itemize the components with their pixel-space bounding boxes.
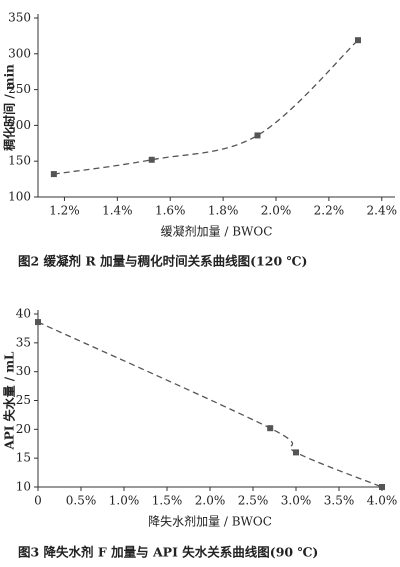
x-tick-label: 3.5% [324,494,355,508]
x-tick-label: 0 [34,494,42,508]
data-point [50,171,57,178]
data-point [254,132,261,139]
x-tick-label: 4.0% [367,494,398,508]
data-point [354,37,361,44]
x-tick-label: 1.2% [49,204,80,218]
y-axis-label: API 失水量 / mL [2,351,17,451]
x-tick-label: 3.0% [281,494,312,508]
x-tick-label: 1.5% [152,494,183,508]
data-point [293,449,299,456]
y-tick-label: 35 [16,335,31,349]
y-tick-label: 15 [16,451,31,465]
y-tick-label: 30 [16,364,31,378]
y-tick-label: 20 [16,422,31,436]
data-point [267,425,274,432]
data-point [148,156,155,163]
data-line [53,39,359,175]
data-line [37,321,383,488]
y-tick-label: 10 [16,480,31,494]
y-tick-label: 350 [8,11,31,25]
x-tick-label: 1.8% [208,204,239,218]
y-tick-label: 150 [8,154,31,168]
y-axis-label: 稠化时间 / min [2,64,17,152]
y-tick-label: 100 [8,190,31,204]
y-tick-label: 40 [16,307,31,321]
x-tick-label: 2.4% [367,204,398,218]
figure-caption: 图3 降失水剂 F 加量与 API 失水关系曲线图(90 ℃) [18,545,318,560]
x-tick-label: 2.2% [314,204,345,218]
x-tick-label: 0.5% [66,494,97,508]
y-tick-label: 25 [16,393,31,407]
x-axis-label: 缓凝剂加量 / BWOC [161,224,273,239]
x-tick-label: 2.0% [261,204,292,218]
figure-caption: 图2 缓凝剂 R 加量与稠化时间关系曲线图(120 ℃) [18,254,307,269]
x-tick-label: 1.0% [109,494,140,508]
x-tick-label: 2.0% [195,494,226,508]
data-point [35,319,41,326]
y-tick-label: 200 [8,118,31,132]
x-tick-label: 1.4% [102,204,133,218]
data-point [379,484,385,490]
y-tick-label: 300 [8,46,31,60]
x-tick-label: 2.5% [238,494,269,508]
y-tick-label: 250 [8,82,31,96]
x-tick-label: 1.6% [155,204,186,218]
x-axis-label: 降失水剂加量 / BWOC [148,514,272,529]
